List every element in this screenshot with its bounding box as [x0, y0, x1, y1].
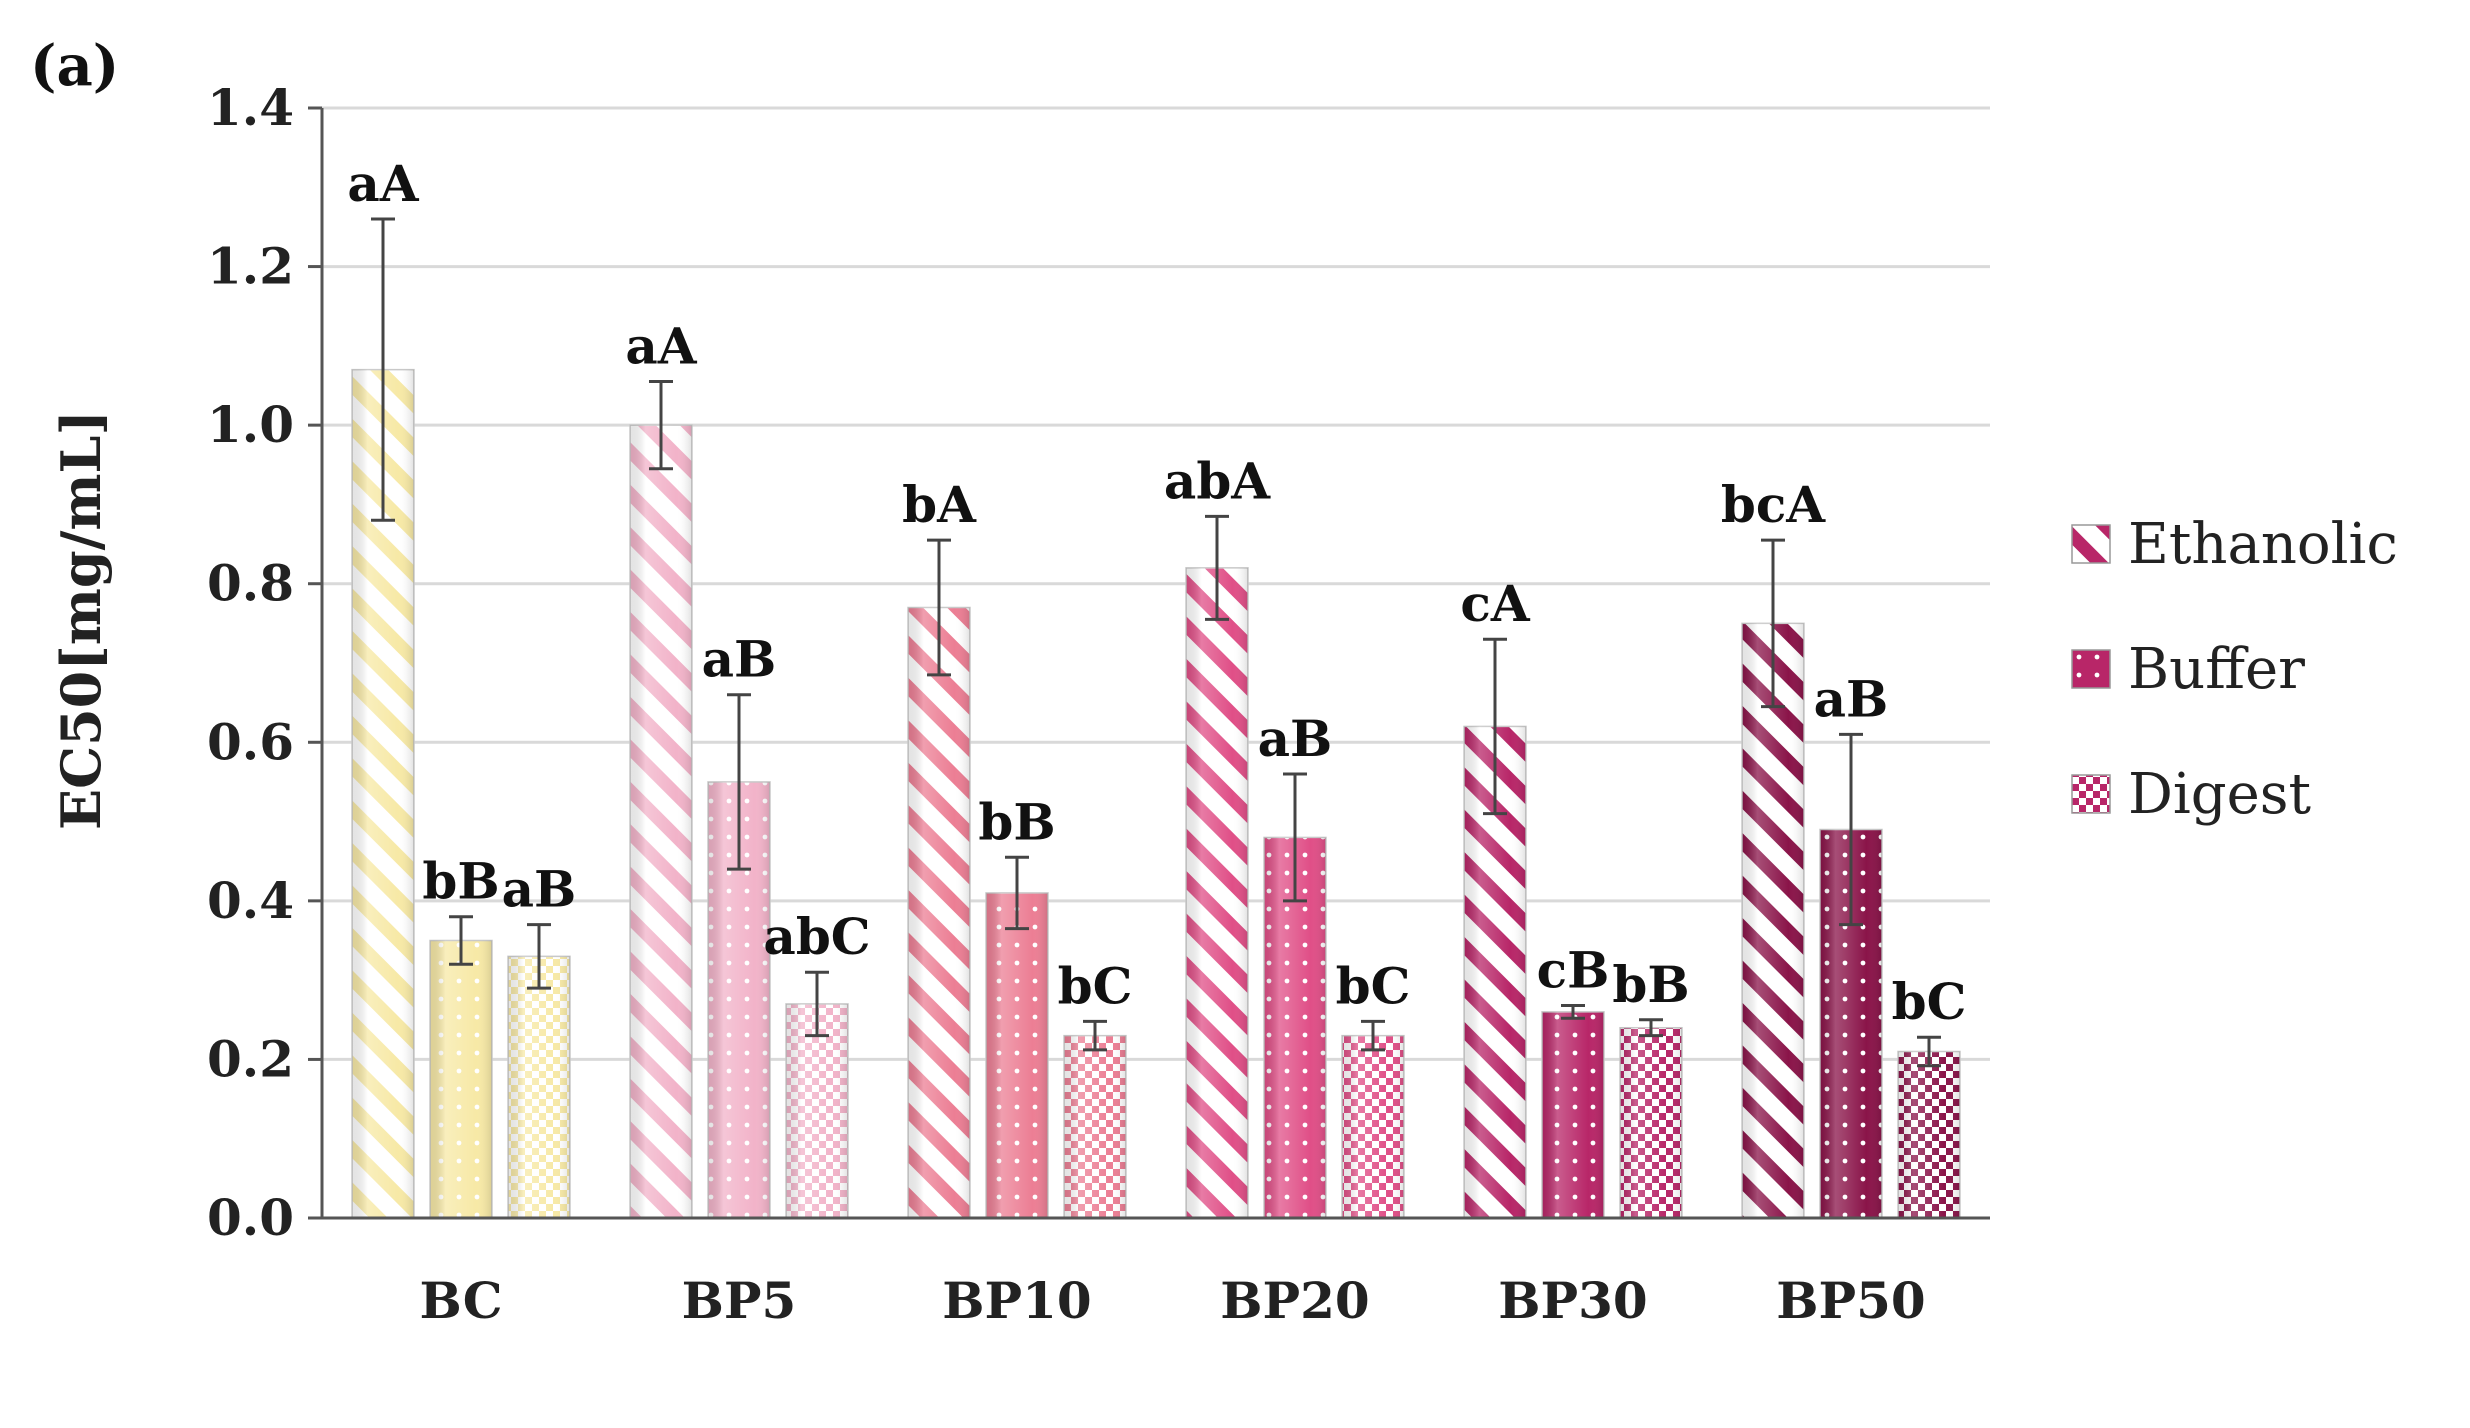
bar-group-bp5: aA aB abC — [625, 317, 871, 1219]
significance-label: aB — [702, 630, 777, 689]
bar-shading — [1186, 567, 1248, 1218]
significance-label: aA — [347, 154, 419, 213]
y-tick-label: 0.4 — [207, 871, 294, 930]
legend-item-ethanolic: Ethanolic — [2071, 512, 2398, 577]
y-tick-label: 0.6 — [207, 712, 294, 771]
significance-label: bA — [902, 475, 977, 534]
bar-shading — [1342, 1035, 1404, 1218]
significance-label: abC — [763, 907, 870, 966]
significance-label: bB — [422, 852, 499, 911]
legend-swatch — [2071, 649, 2111, 689]
y-tick-label: 1.0 — [207, 395, 294, 454]
bar-shading — [1620, 1027, 1682, 1218]
x-tick-label: BP20 — [1220, 1271, 1369, 1330]
significance-label: bcA — [1721, 475, 1826, 534]
bar-group-bc: aA bB aB — [347, 154, 577, 1219]
x-tick-label: BP5 — [682, 1271, 797, 1330]
axes: 0.0 0.2 0.4 0.6 0.8 1.0 1.2 1.4 BC BP5 BP10 BP20 BP3… — [207, 78, 1990, 1330]
legend-label: Buffer — [2128, 637, 2305, 702]
significance-label: bC — [1336, 956, 1411, 1015]
significance-label: abA — [1164, 451, 1271, 510]
significance-label: cB — [1537, 941, 1610, 1000]
legend: Ethanolic Buffer Digest — [2071, 512, 2398, 827]
bar-shading — [908, 607, 970, 1218]
significance-label: cA — [1460, 574, 1530, 633]
bar-shading — [630, 425, 692, 1219]
bar-shading — [986, 892, 1048, 1218]
bar-shading — [1064, 1035, 1126, 1218]
legend-label: Digest — [2128, 762, 2312, 827]
x-tick-label: BP50 — [1776, 1271, 1925, 1330]
x-tick-label: BC — [420, 1271, 503, 1330]
bar-group-bp30: cA cB bB — [1460, 574, 1690, 1219]
bar-group-bp20: abA aB bC — [1164, 451, 1411, 1219]
y-tick-label: 0.8 — [207, 554, 294, 613]
significance-label: bC — [1892, 972, 1967, 1031]
bar-group-bp50: bcA aB bC — [1721, 475, 1967, 1219]
legend-label: Ethanolic — [2128, 512, 2398, 577]
gridlines — [322, 106, 1990, 1220]
significance-label: bB — [978, 792, 1055, 851]
bar-shading — [1542, 1011, 1604, 1218]
significance-label: aB — [502, 860, 577, 919]
bar-shading — [786, 1003, 848, 1218]
significance-label: aB — [1258, 709, 1333, 768]
y-axis-title: EC50[mg/mL] — [49, 410, 113, 830]
significance-label: aA — [625, 317, 697, 376]
significance-label: aB — [1814, 669, 1889, 728]
legend-swatch — [2071, 774, 2111, 814]
y-tick-label: 1.2 — [207, 237, 294, 296]
bar-shading — [1742, 623, 1804, 1218]
y-tick-label: 1.4 — [207, 78, 294, 137]
bar-group-bp10: bA bB bC — [902, 475, 1133, 1219]
x-tick-label: BP10 — [942, 1271, 1091, 1330]
x-tick-label: BP30 — [1498, 1271, 1647, 1330]
bar-shading — [1898, 1051, 1960, 1218]
significance-label: bC — [1058, 956, 1133, 1015]
panel-label: (a) — [30, 33, 119, 99]
bar-shading — [508, 956, 570, 1218]
legend-item-digest: Digest — [2071, 762, 2312, 827]
legend-swatch — [2071, 524, 2111, 564]
legend-item-buffer: Buffer — [2071, 637, 2305, 702]
bar-shading — [430, 940, 492, 1218]
significance-label: bB — [1612, 955, 1689, 1014]
y-tick-label: 0.2 — [207, 1029, 294, 1088]
y-tick-label: 0.0 — [207, 1188, 294, 1247]
